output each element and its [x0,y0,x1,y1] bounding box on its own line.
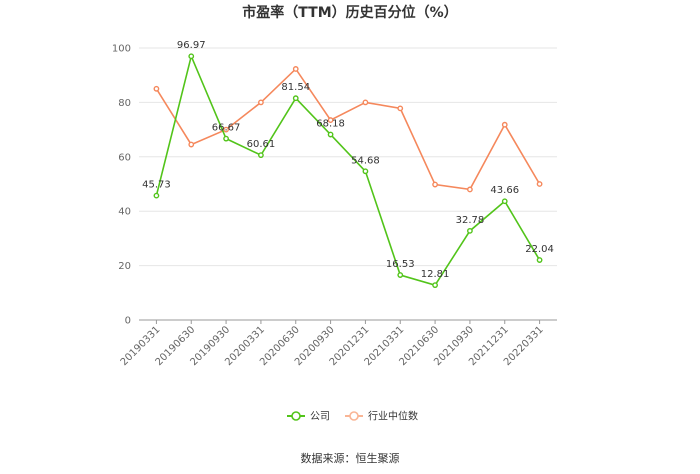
company-point [327,131,334,138]
company-point [292,95,299,102]
data-label: 43.66 [490,185,519,196]
legend-item-industry-median[interactable]: 行业中位数 [345,410,418,423]
company-point [223,135,229,142]
legend-label: 行业中位数 [368,410,418,423]
grid [139,47,557,321]
company-point [501,198,508,205]
data-label: 96.97 [177,40,206,51]
legend-label: 公司 [310,412,330,423]
data-label: 68.18 [316,119,345,130]
y-tick-label: 20 [118,261,131,272]
company-point [432,282,438,289]
industry-median-series-line [155,67,541,191]
data-label: 54.68 [351,155,380,166]
legend-item-company[interactable]: 公司 [287,411,330,423]
data-labels: 45.73 96.97 66.67 60.61 81.54 68.18 54.68 16.53… [142,40,554,280]
y-tick-label: 40 [118,207,131,218]
legend-marker [349,411,359,421]
industry-median-point [153,85,160,92]
company-point [467,227,473,234]
chart-title: 市盈率（TTM）历史百分位（%） [242,4,457,21]
data-label: 66.67 [212,123,241,134]
industry-median-point [188,141,195,148]
series-layer [153,53,543,289]
industry-median-point [362,99,369,106]
industry-median-point [397,105,404,112]
industry-median-point [467,186,473,193]
legend-marker [291,411,301,421]
legend[interactable]: 公司 行业中位数 [287,410,418,423]
company-point [397,272,404,278]
company-point [258,152,264,159]
data-label: 45.73 [142,180,171,191]
axes: 0204060801002019033120190630201909302020… [112,44,557,368]
company-point [153,192,160,199]
y-tick-label: 80 [118,98,131,109]
company-point [536,257,543,263]
industry-median-point [223,126,229,133]
industry-median-point [327,117,334,123]
industry-median-point [292,66,299,72]
data-label: 32.78 [456,215,485,226]
data-label: 16.53 [386,259,415,270]
industry-median-point [258,99,264,106]
y-tick-label: 100 [112,44,131,55]
industry-median-point [501,121,508,128]
industry-median-point [432,181,438,188]
data-label: 22.04 [525,244,554,255]
company-point [362,168,369,175]
y-tick-label: 0 [125,316,131,327]
y-tick-label: 60 [118,152,131,163]
data-label: 60.61 [247,139,276,150]
data-label: 81.54 [281,82,310,93]
data-label: 12.81 [421,269,450,280]
industry-median-point [536,181,543,187]
company-series-line [155,53,541,287]
source-note: 数据来源：恒生聚源 [301,451,400,465]
company-point [188,53,195,60]
